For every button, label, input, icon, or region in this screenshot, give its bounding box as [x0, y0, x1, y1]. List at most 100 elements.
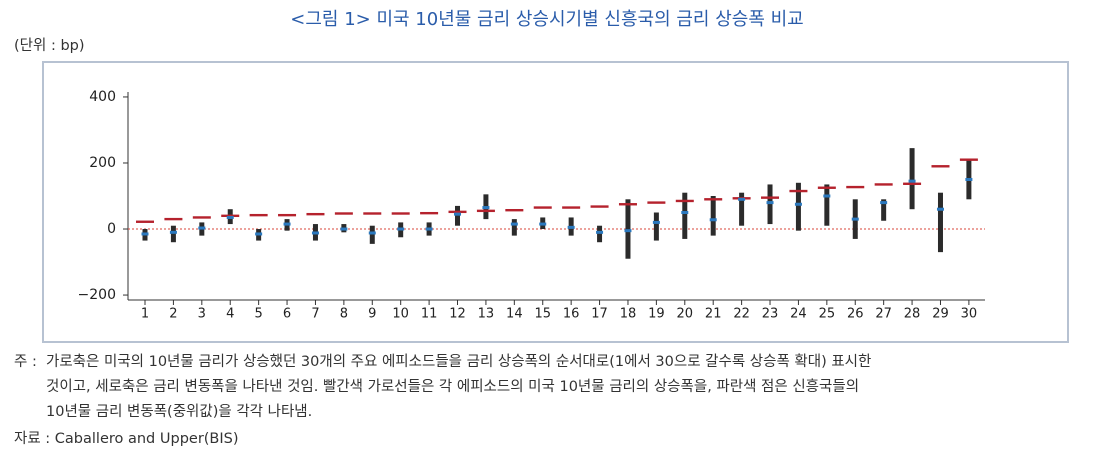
us-rise: [761, 196, 780, 199]
x-tick-label: 29: [932, 307, 949, 322]
us-rise: [931, 165, 950, 168]
em-median: [823, 194, 831, 198]
x-tick-label: 4: [226, 307, 234, 322]
em-median: [226, 215, 234, 219]
x-tick-label: 21: [705, 307, 722, 322]
country-range: [824, 184, 830, 226]
us-rise: [533, 206, 552, 209]
us-rise: [874, 183, 893, 186]
us-rise: [590, 205, 609, 208]
x-tick-label: 30: [961, 307, 978, 322]
us-rise: [334, 212, 353, 215]
country-range: [625, 199, 631, 259]
x-tick-label: 18: [620, 307, 637, 322]
em-median: [510, 222, 518, 226]
us-rise: [789, 189, 808, 193]
x-tick-label: 23: [762, 307, 779, 322]
note-line: 10년물 금리 변동폭(중위값)을 각각 나타냄.: [46, 404, 313, 420]
us-rise: [306, 212, 325, 216]
em-median: [539, 222, 547, 226]
us-rise: [164, 217, 183, 221]
x-tick-label: 26: [847, 307, 864, 322]
x-tick-label: 6: [283, 307, 291, 322]
country-range: [653, 212, 659, 241]
us-rise: [136, 220, 154, 223]
us-rise: [846, 185, 865, 189]
y-tick-label: 200: [89, 155, 116, 171]
x-tick-label: 2: [169, 307, 177, 322]
x-tick-label: 11: [421, 307, 438, 322]
x-tick-label: 19: [648, 307, 665, 322]
us-rise: [420, 211, 439, 215]
us-rise: [562, 206, 581, 209]
country-range: [937, 192, 943, 253]
em-median: [169, 230, 177, 234]
country-range: [511, 219, 517, 236]
us-rise: [675, 199, 694, 203]
em-median: [709, 218, 717, 222]
us-rise: [363, 212, 382, 215]
em-median: [908, 179, 916, 183]
x-tick-label: 25: [819, 307, 836, 322]
us-rise: [391, 212, 410, 215]
em-median: [397, 227, 405, 231]
note-label: 주 :: [14, 354, 37, 370]
em-median: [596, 230, 604, 234]
y-tick-label: −200: [78, 287, 116, 303]
note-line: 가로축은 미국의 10년물 금리가 상승했던 30개의 주요 에피소드들을 금리…: [46, 354, 872, 370]
em-median: [425, 227, 433, 231]
country-range: [795, 182, 801, 231]
us-rise: [959, 158, 978, 161]
chart-title: <그림 1> 미국 10년물 금리 상승시기별 신흥국의 금리 상승폭 비교: [290, 9, 803, 30]
us-rise: [278, 213, 297, 217]
em-median: [652, 220, 660, 224]
us-rise: [476, 209, 495, 213]
x-tick-label: 9: [368, 307, 376, 322]
us-rise: [647, 201, 666, 204]
em-median: [880, 201, 888, 205]
us-rise: [192, 216, 211, 219]
country-range: [170, 225, 176, 243]
country-range: [597, 225, 603, 243]
us-rise: [704, 198, 723, 201]
chart-frame: [42, 61, 1069, 343]
us-rise: [448, 210, 467, 214]
x-tick-label: 22: [733, 307, 750, 322]
country-range: [881, 199, 887, 221]
em-median: [454, 212, 462, 216]
x-tick-label: 10: [392, 307, 409, 322]
us-rise: [221, 214, 240, 218]
em-median: [198, 226, 206, 230]
em-median: [681, 211, 689, 215]
em-median: [283, 222, 291, 226]
x-tick-label: 20: [677, 307, 694, 322]
country-range: [767, 184, 773, 225]
us-rise: [817, 186, 836, 189]
us-rise: [505, 208, 524, 212]
source: 자료 : Caballero and Upper(BIS): [14, 431, 239, 447]
em-median: [738, 197, 746, 201]
x-tick-label: 15: [534, 307, 551, 322]
x-tick-label: 12: [449, 307, 466, 322]
country-range: [369, 225, 375, 244]
x-tick-label: 24: [790, 307, 807, 322]
em-median: [851, 217, 859, 221]
y-tick-label: 0: [107, 221, 116, 237]
x-tick-label: 28: [904, 307, 921, 322]
x-tick-label: 3: [198, 307, 206, 322]
us-rise: [903, 182, 922, 185]
em-median: [255, 232, 263, 236]
unit-label: (단위 : bp): [14, 37, 85, 54]
x-tick-label: 13: [478, 307, 495, 322]
x-tick-label: 8: [340, 307, 348, 322]
em-median: [794, 202, 802, 206]
em-median: [340, 227, 348, 231]
country-range: [682, 192, 688, 239]
chart: <그림 1> 미국 10년물 금리 상승시기별 신흥국의 금리 상승폭 비교 (…: [14, 9, 1069, 343]
y-tick-label: 400: [89, 89, 116, 105]
em-median: [567, 225, 575, 229]
x-tick-label: 5: [254, 307, 262, 322]
em-median: [141, 232, 149, 236]
country-range: [710, 196, 716, 236]
